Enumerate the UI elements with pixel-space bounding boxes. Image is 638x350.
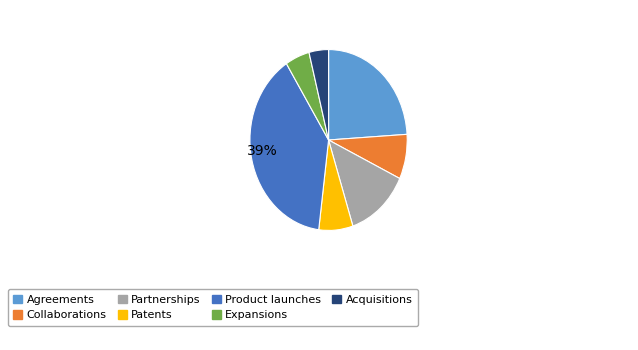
Wedge shape <box>319 140 353 230</box>
Legend: Agreements, Collaborations, Partnerships, Patents, Product launches, Expansions,: Agreements, Collaborations, Partnerships… <box>8 289 418 326</box>
Wedge shape <box>329 134 407 178</box>
Wedge shape <box>329 50 407 140</box>
Wedge shape <box>286 52 329 140</box>
Text: 39%: 39% <box>247 144 278 158</box>
Wedge shape <box>250 64 329 230</box>
Wedge shape <box>309 50 329 140</box>
Wedge shape <box>329 140 400 226</box>
